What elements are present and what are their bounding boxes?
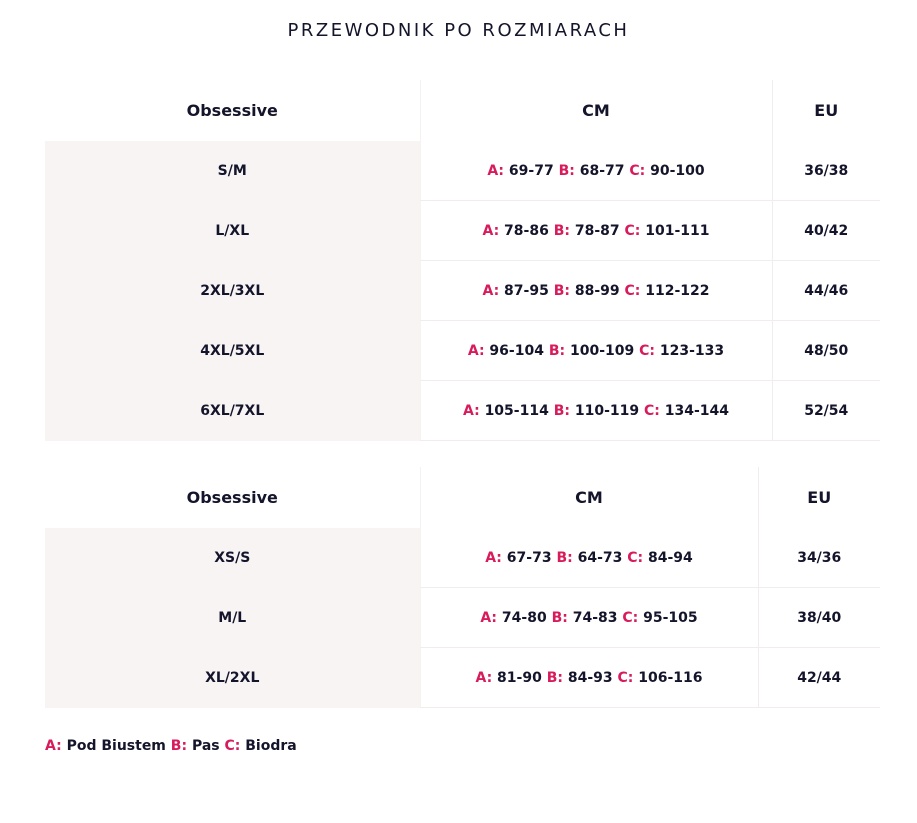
- measure-value: 110-119: [574, 402, 640, 419]
- measure-value: 87-95: [504, 282, 549, 299]
- measure-value: 74-80: [501, 609, 547, 626]
- size-cell: 4XL/5XL: [45, 320, 420, 381]
- measure-value: 64-73: [577, 549, 623, 566]
- measure-label: C:: [629, 162, 646, 179]
- measure-label: C:: [639, 342, 655, 359]
- measure-value: 105-114: [484, 402, 549, 419]
- header-row: Obsessive CM EU: [45, 467, 880, 528]
- measure-value: 112-122: [645, 282, 710, 299]
- cm-cell: A: 105-114 B: 110-119 C: 134-144: [419, 380, 772, 441]
- measure-value: 78-87: [574, 222, 620, 239]
- measure-label: A:: [482, 282, 500, 299]
- measure-value: Pod Biustem: [66, 738, 166, 754]
- measure-value: 81-90: [497, 669, 542, 686]
- measure-label: C:: [224, 738, 241, 754]
- measure-value: 78-86: [504, 222, 549, 239]
- size-cell: XS/S: [45, 528, 420, 588]
- measure-value: 69-77: [508, 162, 554, 179]
- column-header-size: Obsessive: [186, 488, 278, 507]
- table-row: 2XL/3XL A: 87-95 B: 88-99 C: 112-122 44/46: [45, 260, 880, 321]
- measure-value: 84-93: [567, 669, 613, 686]
- measure-label: A:: [475, 669, 493, 686]
- measure-label: B:: [556, 549, 573, 566]
- column-header-eu: EU: [757, 467, 880, 528]
- measure-label: B:: [548, 342, 566, 359]
- size-cell: XL/2XL: [45, 647, 420, 708]
- table-row: S/M A: 69-77 B: 68-77 C: 90-100 36/38: [45, 141, 880, 201]
- table-row: 6XL/7XL A: 105-114 B: 110-119 C: 134-144 5…: [45, 380, 880, 441]
- eu-cell: 48/50: [771, 320, 880, 381]
- measure-value: 95-105: [643, 609, 698, 626]
- measure-value: 134-144: [664, 402, 730, 419]
- eu-cell: 36/38: [771, 141, 880, 201]
- column-header-eu: EU: [771, 80, 880, 141]
- measure-label: B:: [551, 609, 568, 626]
- size-cell: 2XL/3XL: [45, 260, 420, 321]
- eu-cell: 52/54: [771, 380, 880, 441]
- size-cell: 6XL/7XL: [45, 380, 420, 441]
- measure-label: A:: [482, 222, 500, 239]
- measure-label: B:: [170, 738, 188, 754]
- measure-label: A:: [467, 342, 485, 359]
- cm-cell: A: 78-86 B: 78-87 C: 101-111: [419, 200, 772, 261]
- measure-label: C:: [627, 549, 644, 566]
- eu-cell: 40/42: [771, 200, 880, 261]
- measure-label: C:: [622, 609, 639, 626]
- measure-value: 96-104: [489, 342, 544, 359]
- measure-value: Pas: [191, 738, 220, 754]
- measure-label: A:: [480, 609, 498, 626]
- measure-value: Biodra: [245, 738, 297, 754]
- cm-cell: A: 96-104 B: 100-109 C: 123-133: [419, 320, 772, 381]
- page-title: PRZEWODNIK PO ROZMIARACH: [287, 20, 630, 41]
- measure-label: B:: [553, 222, 570, 239]
- measure-value: 90-100: [650, 162, 705, 179]
- measure-label: A:: [485, 549, 502, 566]
- eu-cell: 38/40: [757, 587, 880, 648]
- size-cell: M/L: [45, 587, 420, 648]
- measure-value: 84-94: [648, 549, 693, 566]
- header-row: Obsessive CM EU: [45, 80, 880, 141]
- measure-value: 68-77: [579, 162, 625, 179]
- table-row: XL/2XL A: 81-90 B: 84-93 C: 106-116 42/44: [45, 647, 880, 708]
- measure-label: A:: [45, 738, 62, 754]
- table-row: L/XL A: 78-86 B: 78-87 C: 101-111 40/42: [45, 200, 880, 261]
- measure-value: 88-99: [574, 282, 620, 299]
- cm-cell: A: 87-95 B: 88-99 C: 112-122: [419, 260, 772, 321]
- measure-label: C:: [624, 222, 641, 239]
- measure-label: B:: [553, 282, 570, 299]
- measure-label: C:: [617, 669, 634, 686]
- measure-label: B:: [553, 402, 570, 419]
- eu-cell: 42/44: [757, 647, 880, 708]
- table-row: XS/S A: 67-73 B: 64-73 C: 84-94 34/36: [45, 528, 880, 588]
- size-table-1: Obsessive CM EU S/M A: 69-77 B: 68-77 C: 90-…: [45, 80, 880, 441]
- eu-cell: 34/36: [757, 528, 880, 588]
- measure-label: A:: [462, 402, 480, 419]
- measure-label: B:: [546, 669, 563, 686]
- measure-value: 123-133: [659, 342, 725, 359]
- measure-value: 100-109: [569, 342, 635, 359]
- measure-label: C:: [624, 282, 641, 299]
- column-header-cm: CM: [419, 80, 772, 141]
- measure-value: 106-116: [638, 669, 703, 686]
- measure-label: C:: [644, 402, 660, 419]
- cm-cell: A: 81-90 B: 84-93 C: 106-116: [419, 647, 758, 708]
- measure-value: 101-111: [645, 222, 710, 239]
- cm-cell: A: 69-77 B: 68-77 C: 90-100: [419, 141, 772, 201]
- measurement-legend: A: Pod Biustem B: Pas C: Biodra: [45, 738, 297, 754]
- measure-value: 67-73: [506, 549, 552, 566]
- table-row: M/L A: 74-80 B: 74-83 C: 95-105 38/40: [45, 587, 880, 648]
- cm-cell: A: 67-73 B: 64-73 C: 84-94: [419, 528, 758, 588]
- measure-value: 74-83: [572, 609, 618, 626]
- size-cell: S/M: [45, 141, 420, 201]
- cm-cell: A: 74-80 B: 74-83 C: 95-105: [419, 587, 758, 648]
- eu-cell: 44/46: [771, 260, 880, 321]
- column-header-size: Obsessive: [186, 101, 278, 120]
- size-cell: L/XL: [45, 200, 420, 261]
- measure-label: B:: [558, 162, 575, 179]
- column-header-cm: CM: [419, 467, 758, 528]
- table-row: 4XL/5XL A: 96-104 B: 100-109 C: 123-133 48…: [45, 320, 880, 381]
- size-table-2: Obsessive CM EU XS/S A: 67-73 B: 64-73 C: 84…: [45, 467, 880, 708]
- measure-label: A:: [487, 162, 505, 179]
